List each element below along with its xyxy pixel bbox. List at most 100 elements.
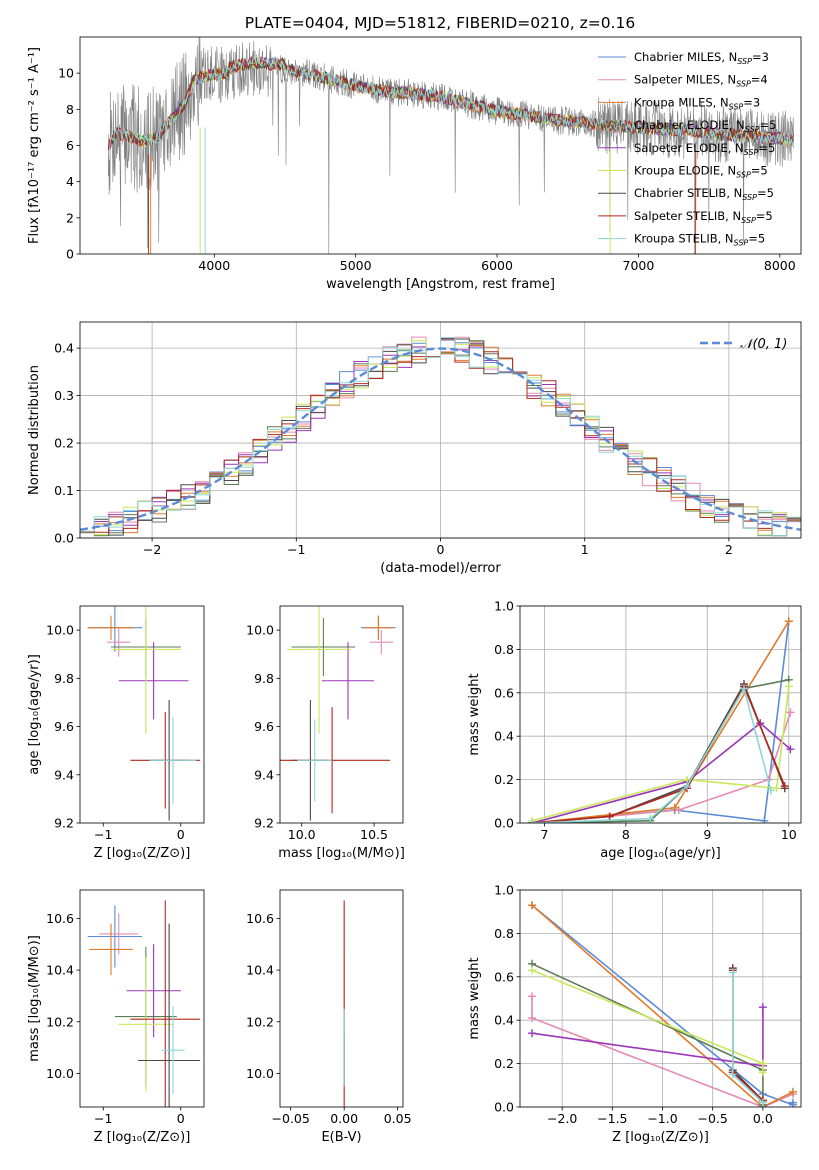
y-tick-label: 9.4 xyxy=(54,767,74,782)
errorbar-salpeter-elodie xyxy=(118,642,189,720)
axes-frame xyxy=(79,889,205,1108)
axes-frame xyxy=(79,36,802,255)
legend-label-suffix: =5 xyxy=(751,164,768,178)
marker-salpeter-elodie xyxy=(528,1029,537,1038)
legend-label-chabrier-miles: Chabrier MILES, NSSP=3 xyxy=(634,50,769,66)
legend-label-sub: SSP xyxy=(734,239,749,248)
legend-label-sub: SSP xyxy=(741,216,756,225)
plot-area xyxy=(80,336,801,537)
y-tick-label: 0.0 xyxy=(494,816,514,831)
y-tick-label: 2 xyxy=(66,210,74,225)
axes-frame xyxy=(519,605,802,824)
panel-weight-vs-Z: −2.0 −1.5 −1.0 −0.5 0.0 0.0 0.2 0.4 0.6 0.8 1.0 Z [… xyxy=(467,883,802,1145)
marker-salpeter-miles xyxy=(528,1014,537,1023)
observed-spectrum xyxy=(108,37,794,254)
axes: −2.0 −1.5 −1.0 −0.5 0.0 0.0 0.2 0.4 0.6 0.8 1.0 Z [… xyxy=(467,883,802,1145)
x-tick-label: −2.0 xyxy=(547,1111,577,1126)
y-tick-label: 0.0 xyxy=(494,1100,514,1115)
y-tick-label: 0 xyxy=(66,247,74,262)
marker-kroupa-miles xyxy=(528,901,537,910)
marker-kroupa-stelib xyxy=(728,1070,737,1079)
y-tick-label: 9.8 xyxy=(254,671,274,686)
y-tick-label: 0.1 xyxy=(54,483,74,498)
errorbar-kroupa-stelib xyxy=(297,719,333,802)
legend-label-base: Salpeter STELIB, N xyxy=(634,209,741,223)
y-tick-label: 9.8 xyxy=(54,671,74,686)
y-tick-label: 10.0 xyxy=(246,623,274,638)
errorbar-kroupa-miles xyxy=(363,615,393,640)
axes: 10.0 10.5 9.2 9.4 9.6 9.8 10.0 mass [log₁₀(M/M⊙… xyxy=(246,605,405,861)
x-tick-label: −0.05 xyxy=(272,1111,310,1126)
legend-label-base: Salpeter ELODIE, N xyxy=(634,141,744,155)
panel-weight-vs-age: 7 8 9 10 0.0 0.2 0.4 0.6 0.8 1.0 age [log₁₀(age/yr… xyxy=(467,599,802,861)
x-tick-label: 6000 xyxy=(481,258,513,273)
panel-mass-vs-ebv: −0.05 0.00 0.05 10.0 10.2 10.4 10.6 E(B-V) xyxy=(246,889,412,1145)
marker-kroupa-miles xyxy=(784,617,793,626)
line-chabrier-miles xyxy=(532,621,790,823)
figure-title: PLATE=0404, MJD=51812, FIBERID=0210, z=0… xyxy=(245,14,635,32)
x-axis-label: mass [log₁₀(M/M⊙)] xyxy=(278,846,405,861)
marker-kroupa-elodie xyxy=(758,1059,767,1068)
y-tick-label: 0.4 xyxy=(54,341,74,356)
model-kroupa-stelib xyxy=(108,55,795,151)
axes-frame xyxy=(79,605,205,824)
y-tick-label: 0.6 xyxy=(494,969,514,984)
y-tick-label: 4 xyxy=(66,174,74,189)
marker-chabrier-miles xyxy=(760,816,769,823)
y-tick-label: 10.6 xyxy=(46,911,74,926)
y-tick-label: 10.4 xyxy=(246,963,274,978)
model-salpeter-stelib xyxy=(107,56,795,151)
plot-area xyxy=(107,37,795,254)
x-tick-label: 2 xyxy=(725,542,733,557)
x-tick-label: 10 xyxy=(781,827,797,842)
marker-salpeter-miles xyxy=(674,805,683,814)
y-tick-label: 0.8 xyxy=(494,642,514,657)
errorbar-kroupa-elodie xyxy=(111,606,181,734)
marker-kroupa-stelib xyxy=(528,819,537,823)
y-axis-label: Normed distribution xyxy=(27,365,42,495)
errorbar-kroupa-stelib xyxy=(161,1006,185,1095)
marker-salpeter-miles xyxy=(528,992,537,1001)
x-axis-label: Z [log₁₀(Z/Z⊙)] xyxy=(612,1130,709,1145)
errorbar-kroupa-stelib xyxy=(149,716,197,804)
errorbar-salpeter-elodie xyxy=(321,642,375,720)
axes: −0.05 0.00 0.05 10.0 10.2 10.4 10.6 E(B-V) xyxy=(246,889,412,1145)
plot-area xyxy=(87,606,201,821)
legend-label-kroupa-stelib: Kroupa STELIB, NSSP=5 xyxy=(634,232,765,248)
line-salpeter-elodie xyxy=(531,722,791,823)
errorbar-chabrier-stelib xyxy=(138,923,201,1107)
legend-label-base: Chabrier STELIB, N xyxy=(634,186,742,200)
axes: 7 8 9 10 0.0 0.2 0.4 0.6 0.8 1.0 age [log₁₀(age/yr… xyxy=(467,599,802,861)
x-tick-label: −2 xyxy=(143,542,161,557)
x-tick-label: 10.0 xyxy=(288,827,316,842)
legend-label-sub: SSP xyxy=(745,125,760,134)
x-tick-label: −1 xyxy=(94,827,112,842)
normal-curve xyxy=(80,347,801,531)
errorbar-chabrier-miles xyxy=(87,905,142,968)
y-tick-label: 1.0 xyxy=(494,883,514,898)
legend-label-base: Kroupa MILES, N xyxy=(634,95,729,109)
axes-frame xyxy=(519,889,802,1108)
axes-frame xyxy=(279,889,404,1108)
errorbar-kroupa-elodie xyxy=(287,606,351,734)
marker-kroupa-elodie xyxy=(528,966,537,975)
legend-label-normal: 𝒩(0, 1) xyxy=(740,337,787,352)
marker-kroupa-stelib xyxy=(682,782,691,791)
axes: −2 −1 0 1 2 0.0 0.1 0.2 0.3 0.4 (data-model)/error… xyxy=(27,321,802,576)
legend-label-sub: SSP xyxy=(736,80,751,89)
errorbar-salpeter-miles xyxy=(99,913,139,955)
y-tick-label: 9.6 xyxy=(254,719,274,734)
y-axis-label: mass weight xyxy=(467,673,482,755)
y-tick-label: 0.2 xyxy=(54,436,74,451)
legend-label-base: Kroupa STELIB, N xyxy=(634,232,734,246)
x-tick-label: −0.5 xyxy=(698,1111,728,1126)
line-salpeter-miles xyxy=(532,712,792,823)
axes: −1 0 9.2 9.4 9.6 9.8 10.0 Z [log₁₀(Z/Z⊙)] age [l… xyxy=(27,605,205,861)
legend-label-salpeter-miles: Salpeter MILES, NSSP=4 xyxy=(634,73,768,89)
panel-residuals: −2 −1 0 1 2 0.0 0.1 0.2 0.3 0.4 (data-model)/error… xyxy=(27,321,802,576)
axes: 4000 5000 6000 7000 8000 0 2 4 6 8 10 wavelength [A… xyxy=(27,36,802,292)
panel-age-vs-mass: 10.0 10.5 9.2 9.4 9.6 9.8 10.0 mass [log₁₀(M/M⊙… xyxy=(246,605,405,861)
marker-kroupa-stelib xyxy=(728,968,737,977)
x-tick-label: 4000 xyxy=(198,258,230,273)
